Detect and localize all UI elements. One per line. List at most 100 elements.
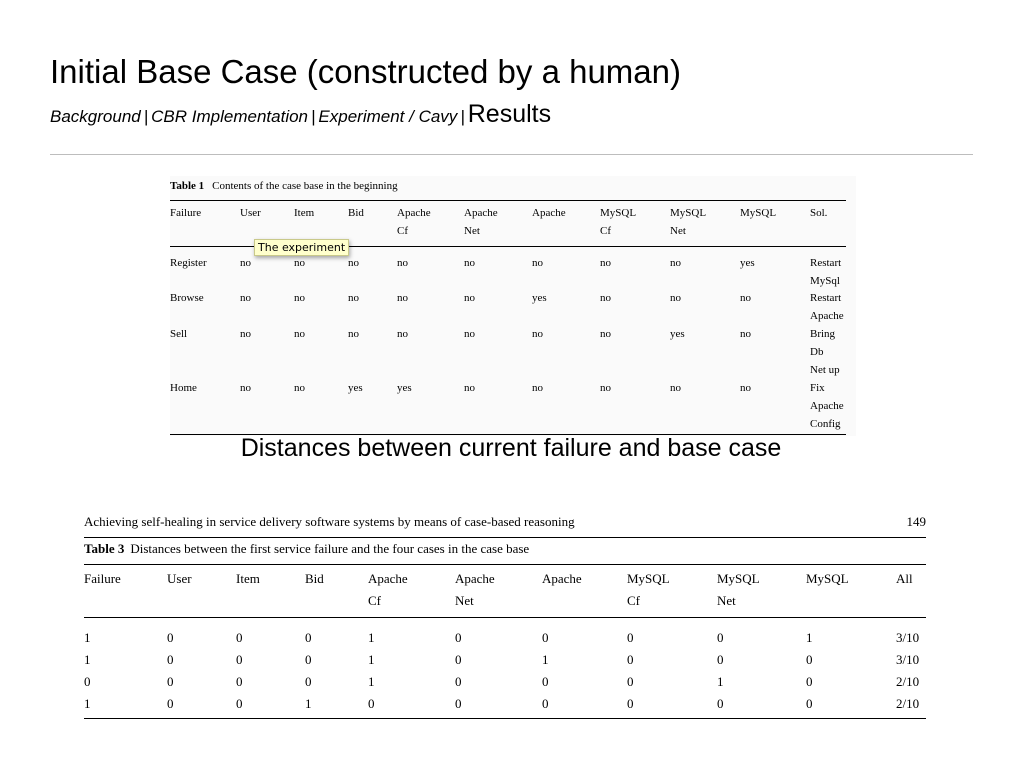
table-3-header-cell: Failure [84,571,121,586]
table-1-cell: no [294,382,305,394]
table-3-image: Achieving self-healing in service delive… [84,512,926,722]
table-3-header-cell: Cf [368,593,381,608]
table-1-cell: Browse [170,292,204,304]
table-3-cell: 0 [236,674,243,689]
table-1-solution-cell: Net up [810,364,840,376]
table-1-header-cell: Apache [532,207,566,219]
table-1-cell: no [670,292,681,304]
table-1-header-cell: User [240,207,261,219]
table-1-cell: Register [170,257,207,269]
breadcrumb-results: Results [467,100,552,128]
table-3-cell: 0 [236,696,243,711]
table-3-cell: 0 [455,674,462,689]
table-1-caption: Table 1 Contents of the case base in the … [170,180,398,192]
table-3-cell: 0 [717,652,724,667]
table-3-header-rule [84,617,926,618]
table-1-cell: no [600,382,611,394]
table-1-solution-cell: Apache [810,310,844,322]
experiment-tooltip: The experiment [254,239,350,256]
table-3-cell: 0 [627,674,634,689]
table-1-header-cell: Item [294,207,315,219]
table-1-cell: no [348,328,359,340]
table-3-cell: 0 [236,630,243,645]
table-3-cell: 0 [455,696,462,711]
table-1-cell: Sell [170,328,188,340]
table-1-cell: no [464,382,475,394]
table-1-header-cell: Failure [170,207,202,219]
table-3-header-cell: Cf [627,593,640,608]
table-1-cell: no [532,382,543,394]
table-1-solution-cell: Restart [810,292,842,304]
breadcrumb: Background | CBR Implementation | Experiment… [50,100,551,129]
table-1-header-rule [170,246,846,247]
table-3-header-cell: Apache [368,571,408,586]
table-3-cell: 0 [305,674,312,689]
table-3-cell: 0 [542,674,549,689]
table-3-cell: 0 [806,696,813,711]
page-number: 149 [906,514,927,529]
table-3-label: Table 3 [84,541,125,556]
title-divider [50,154,973,155]
table-3-cell: 0 [627,696,634,711]
table-1-header-cell: Net [670,225,686,237]
table-3-cell: 2/10 [896,696,920,711]
table-1-cell: no [670,257,681,269]
table-3-cell: 1 [84,652,91,667]
table-1-cell: no [464,328,475,340]
running-head: Achieving self-healing in service delive… [84,514,575,529]
table-1-cell: no [532,328,543,340]
table-1-cell: no [240,382,251,394]
table-1-solution-cell: Config [810,418,841,430]
table-3-cell: 1 [368,652,375,667]
table-3-cell: 0 [368,696,375,711]
table-1-caption-text: Contents of the case base in the beginni… [212,180,398,192]
breadcrumb-cbr-implementation[interactable]: CBR Implementation [151,107,308,126]
table-1-header-cell: MySQL [600,207,637,219]
table-3-caption-rule [84,564,926,565]
table-3-cell: 1 [717,674,724,689]
table-1-cell: no [600,257,611,269]
table-1-solution-cell: Fix [810,382,825,394]
table-1-header-cell: Sol. [810,207,828,219]
table-1-cell: no [240,328,251,340]
table-3-header-cell: MySQL [806,571,849,586]
table-1-header-cell: Bid [348,207,364,219]
breadcrumb-experiment-cavy[interactable]: Experiment / Cavy [318,107,458,126]
table-1-solution-cell: MySql [810,275,840,287]
table-1-solution-cell: Apache [810,400,844,412]
table-1-image: Table 1 Contents of the case base in the … [170,176,856,436]
table-1-header-cell: Cf [397,225,408,237]
table-1-cell: no [464,257,475,269]
table-3-cell: 1 [84,630,91,645]
table-3-header-cell: All [896,571,913,586]
table-1-header-cell: Net [464,225,480,237]
table-3-header-cell: Net [717,593,736,608]
table-3-header-cell: Net [455,593,474,608]
distances-caption: Distances between current failure and ba… [240,434,782,462]
breadcrumb-separator: | [143,107,149,126]
table-1-cell: Home [170,382,197,394]
breadcrumb-separator: | [311,107,316,126]
table-3-cell: 1 [368,674,375,689]
table-3-cell: 0 [542,696,549,711]
table-1-cell: no [240,292,251,304]
breadcrumb-background[interactable]: Background [50,107,141,126]
table-3-caption-text: Distances between the first service fail… [130,541,530,556]
table-1-cell: no [397,257,408,269]
table-3-cell: 0 [167,652,174,667]
table-1-header-cell: Apache [464,207,498,219]
table-1-cell: yes [348,382,363,394]
table-3-cell: 0 [717,630,724,645]
table-3-cell: 0 [236,652,243,667]
table-3-cell: 2/10 [896,674,920,689]
table-1-cell: no [600,328,611,340]
table-3-cell: 0 [305,630,312,645]
table-3-header-cell: MySQL [627,571,670,586]
table-3-header-cell: Apache [542,571,582,586]
table-3-header-cell: User [167,571,192,586]
table-3-bottom-rule [84,718,926,719]
table-3-cell: 0 [84,674,91,689]
table-3-cell: 1 [542,652,549,667]
table-1-solution-cell: Bring [810,328,836,340]
table-1-cell: no [294,328,305,340]
